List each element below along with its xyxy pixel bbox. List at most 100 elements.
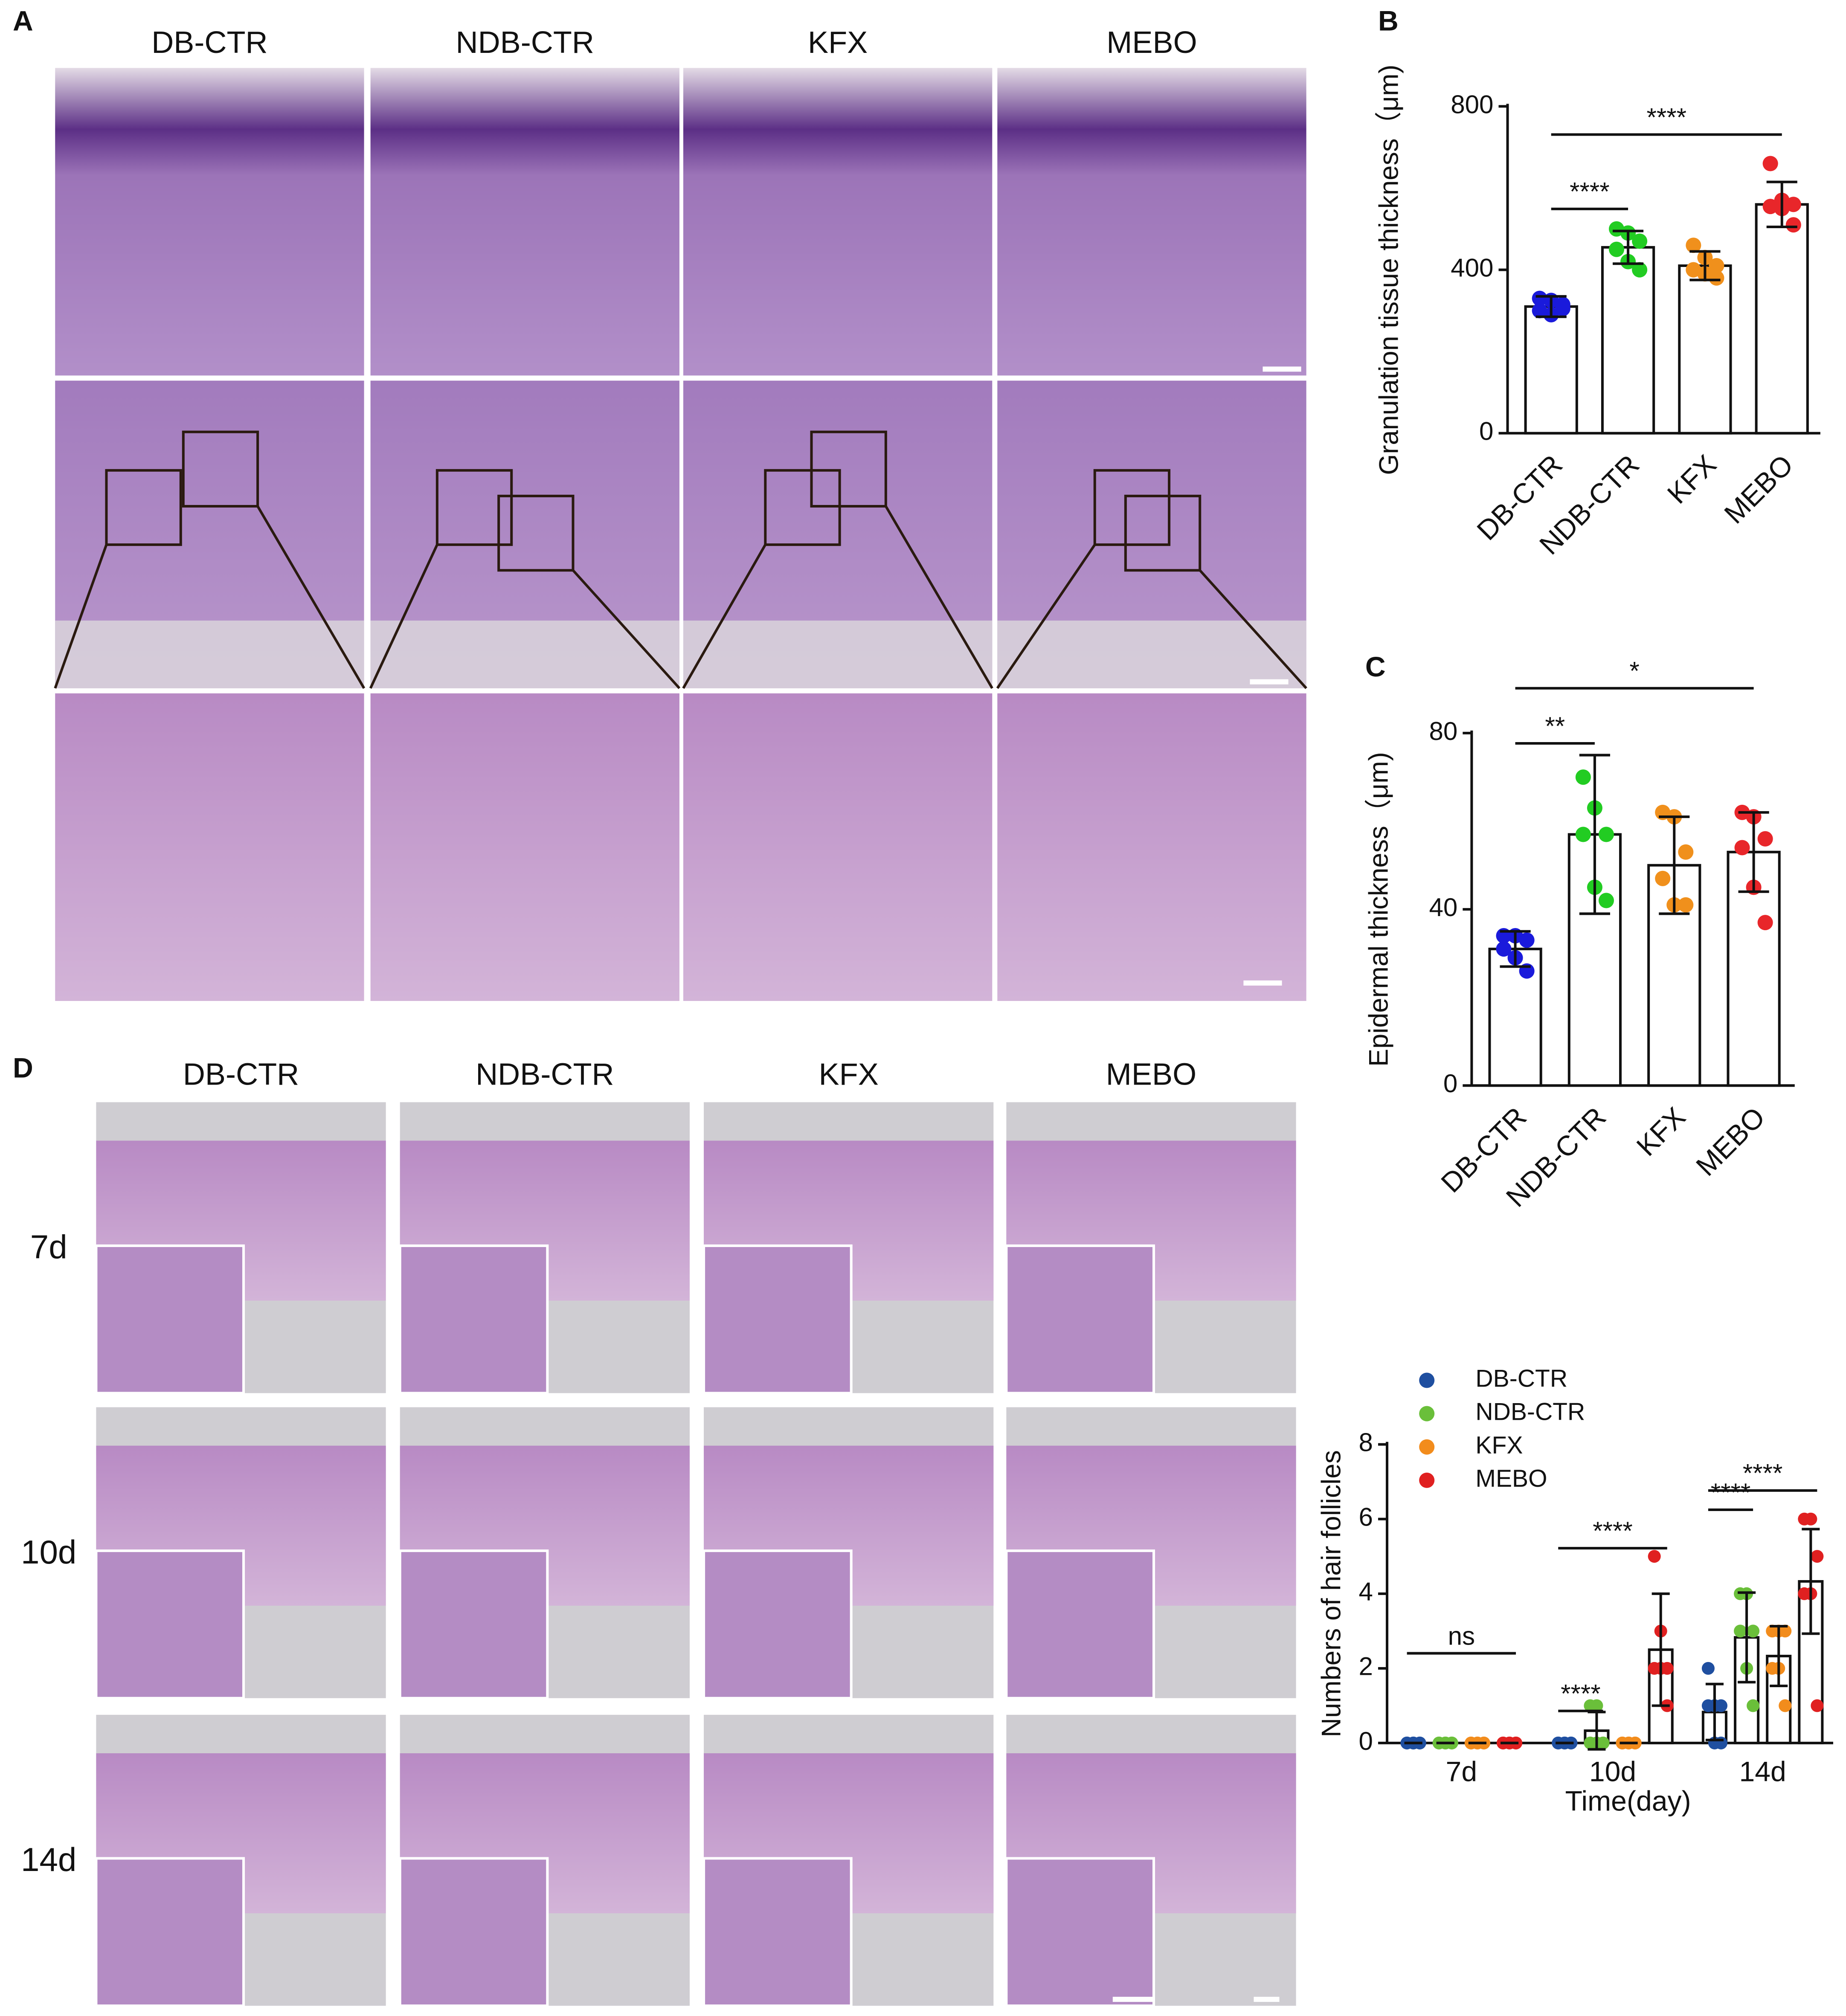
histology-image xyxy=(997,68,1306,376)
y-tick-label: 0 xyxy=(1359,1727,1373,1755)
data-point xyxy=(1709,258,1724,274)
legend-marker xyxy=(1419,1406,1435,1421)
data-point xyxy=(1779,1699,1792,1712)
x-tick-label: 10d xyxy=(1589,1756,1636,1788)
zoom-line xyxy=(1199,569,1307,689)
data-point xyxy=(1596,1736,1610,1749)
y-axis-label: Epidermal thickness（μm) xyxy=(1364,752,1394,1067)
data-point xyxy=(1555,296,1570,313)
y-tick-label: 0 xyxy=(1479,417,1493,446)
data-point xyxy=(1608,241,1625,257)
tissue-background xyxy=(55,621,364,688)
data-point xyxy=(1519,932,1535,948)
data-point xyxy=(1747,1699,1760,1712)
row-label: 14d xyxy=(21,1841,76,1878)
column-heading: KFX xyxy=(819,1057,879,1091)
data-point xyxy=(1632,262,1648,278)
legend-label: MEBO xyxy=(1475,1465,1547,1492)
column-heading: DB-CTR xyxy=(151,26,267,60)
data-point xyxy=(1686,238,1701,253)
significance-label: ns xyxy=(1448,1622,1475,1650)
significance-label: * xyxy=(1629,657,1639,685)
bar xyxy=(1601,246,1655,435)
data-point xyxy=(1532,303,1547,319)
histology-image xyxy=(997,693,1306,1001)
y-axis-label: Numbers of hair follicles xyxy=(1316,1450,1346,1737)
y-tick-label: 4 xyxy=(1359,1578,1373,1606)
column-heading: DB-CTR xyxy=(183,1057,299,1091)
scale-bar xyxy=(1254,1996,1280,2002)
legend-marker xyxy=(1419,1372,1435,1388)
histology-image xyxy=(370,693,679,1001)
zoom-line xyxy=(996,544,1096,689)
data-point xyxy=(1762,156,1778,171)
y-tick-label: 8 xyxy=(1359,1428,1373,1457)
data-point xyxy=(1655,870,1671,886)
histology-image xyxy=(55,68,364,376)
data-point xyxy=(1779,1624,1792,1638)
x-tick-label: 14d xyxy=(1739,1756,1786,1788)
data-point xyxy=(1701,1699,1715,1712)
inset xyxy=(702,1857,853,2007)
inset xyxy=(398,1549,549,1700)
zoom-line xyxy=(256,505,366,689)
data-point xyxy=(1811,1550,1824,1563)
x-tick-label: KFX xyxy=(1661,449,1722,510)
y-tick-label: 40 xyxy=(1429,893,1457,922)
data-point xyxy=(1598,893,1614,908)
panel-label: D xyxy=(13,1053,33,1084)
significance-label: **** xyxy=(1561,1680,1601,1708)
histology-image xyxy=(683,693,993,1001)
row-label: 7d xyxy=(30,1228,67,1266)
y-tick-label: 6 xyxy=(1359,1503,1373,1532)
data-point xyxy=(1575,827,1591,842)
tissue-background xyxy=(683,621,993,688)
data-point xyxy=(1757,831,1773,847)
legend-marker xyxy=(1419,1472,1435,1488)
legend-label: KFX xyxy=(1475,1432,1523,1459)
column-heading: NDB-CTR xyxy=(476,1057,614,1091)
data-point xyxy=(1811,1699,1824,1712)
y-axis-label: Granulation tissue thickness（μm) xyxy=(1374,64,1404,475)
significance-label: **** xyxy=(1711,1478,1751,1507)
histology-image xyxy=(55,693,364,1001)
inset xyxy=(95,1244,245,1395)
bar xyxy=(1755,203,1809,435)
zoom-box xyxy=(182,430,259,508)
data-point xyxy=(1590,1699,1603,1712)
data-point xyxy=(1804,1512,1817,1526)
row-label: 10d xyxy=(21,1533,76,1571)
data-point xyxy=(1734,840,1750,856)
data-point xyxy=(1747,1624,1760,1638)
data-point xyxy=(1714,1736,1727,1749)
data-point xyxy=(1785,217,1801,233)
histology-image xyxy=(370,68,679,376)
data-point xyxy=(1632,233,1648,249)
zoom-line xyxy=(54,544,108,689)
scale-bar xyxy=(1250,679,1289,685)
scale-bar xyxy=(1263,366,1301,372)
data-point xyxy=(1714,1699,1727,1712)
histology-image xyxy=(683,68,993,376)
x-tick-label: 7d xyxy=(1446,1756,1477,1788)
inset xyxy=(1005,1549,1155,1700)
data-point xyxy=(1532,290,1547,306)
zoom-box xyxy=(435,469,513,546)
data-point xyxy=(1757,915,1773,931)
tissue-background xyxy=(997,621,1306,688)
scale-bar xyxy=(1243,980,1282,986)
data-point xyxy=(1785,197,1801,212)
inset xyxy=(95,1857,245,2007)
panel-label: A xyxy=(13,6,33,37)
legend-marker xyxy=(1419,1439,1435,1455)
zoom-box xyxy=(105,469,182,546)
significance-label: ** xyxy=(1545,712,1565,740)
zoom-line xyxy=(572,569,681,689)
legend-label: DB-CTR xyxy=(1475,1365,1567,1392)
legend-label: NDB-CTR xyxy=(1475,1398,1585,1426)
inset xyxy=(702,1549,853,1700)
scale-bar xyxy=(1112,1996,1154,2002)
data-point xyxy=(1762,199,1778,215)
significance-label: **** xyxy=(1646,103,1686,131)
